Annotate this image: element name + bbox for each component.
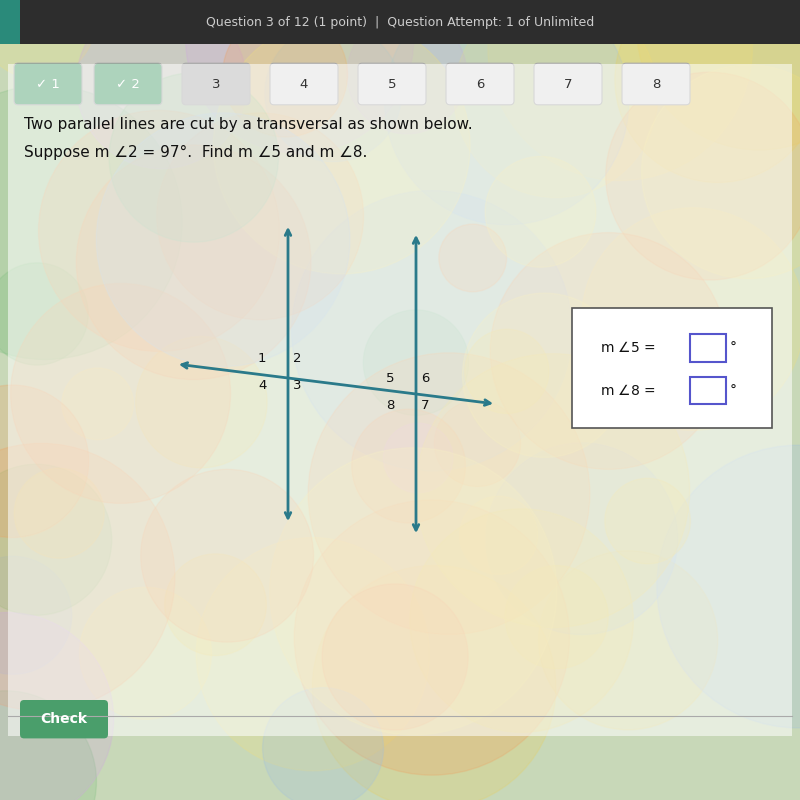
Circle shape	[637, 0, 800, 150]
Circle shape	[0, 443, 175, 711]
FancyBboxPatch shape	[8, 64, 792, 736]
Text: 8: 8	[386, 399, 394, 412]
Circle shape	[294, 500, 570, 775]
FancyBboxPatch shape	[690, 334, 726, 362]
Circle shape	[465, 330, 549, 414]
Circle shape	[0, 86, 182, 359]
Circle shape	[76, 0, 246, 169]
Circle shape	[347, 14, 466, 134]
Circle shape	[136, 337, 267, 468]
Circle shape	[141, 470, 314, 642]
Circle shape	[157, 113, 363, 320]
Circle shape	[383, 423, 453, 493]
Circle shape	[615, 0, 800, 182]
Circle shape	[486, 443, 678, 634]
Circle shape	[488, 0, 752, 181]
Text: 6: 6	[421, 372, 429, 385]
FancyBboxPatch shape	[14, 63, 82, 105]
Circle shape	[292, 190, 572, 470]
Text: m $\angle$5 =: m $\angle$5 =	[600, 341, 658, 355]
Text: Question 3 of 12 (1 point)  |  Question Attempt: 1 of Unlimited: Question 3 of 12 (1 point) | Question At…	[206, 16, 594, 29]
Circle shape	[0, 0, 95, 79]
Circle shape	[462, 293, 626, 458]
Text: 3: 3	[212, 78, 220, 90]
Circle shape	[10, 283, 230, 503]
Circle shape	[505, 566, 608, 669]
Circle shape	[0, 690, 97, 800]
Text: 3: 3	[293, 379, 302, 392]
Circle shape	[363, 310, 469, 415]
Circle shape	[454, 0, 658, 198]
FancyBboxPatch shape	[0, 0, 20, 44]
Circle shape	[416, 354, 690, 627]
Circle shape	[385, 0, 629, 225]
Circle shape	[79, 587, 211, 719]
Text: 7: 7	[564, 78, 572, 90]
Text: 5: 5	[386, 372, 394, 385]
Circle shape	[322, 584, 468, 730]
Text: 8: 8	[652, 78, 660, 90]
Text: °: °	[730, 341, 737, 355]
Circle shape	[308, 353, 590, 634]
Text: m $\angle$8 =: m $\angle$8 =	[600, 383, 658, 398]
Circle shape	[0, 613, 114, 800]
Circle shape	[410, 509, 634, 732]
Circle shape	[0, 464, 112, 615]
Text: 5: 5	[388, 78, 396, 90]
Circle shape	[485, 157, 596, 267]
Circle shape	[186, 0, 414, 154]
Circle shape	[582, 208, 800, 430]
Circle shape	[490, 233, 727, 470]
FancyBboxPatch shape	[572, 308, 772, 428]
Circle shape	[76, 145, 311, 379]
FancyBboxPatch shape	[534, 63, 602, 105]
Circle shape	[0, 556, 72, 674]
Text: ✓ 2: ✓ 2	[116, 78, 140, 90]
FancyBboxPatch shape	[690, 377, 726, 404]
Circle shape	[459, 496, 538, 574]
Circle shape	[38, 110, 279, 351]
Text: 2: 2	[293, 352, 302, 365]
Circle shape	[605, 478, 690, 564]
FancyBboxPatch shape	[182, 63, 250, 105]
Circle shape	[0, 263, 88, 365]
Text: Suppose m ∠2 = 97°.  Find m ∠5 and m ∠8.: Suppose m ∠2 = 97°. Find m ∠5 and m ∠8.	[24, 145, 367, 159]
Text: 7: 7	[421, 399, 430, 412]
FancyBboxPatch shape	[358, 63, 426, 105]
Text: 1: 1	[258, 352, 266, 365]
Text: Check: Check	[41, 712, 87, 726]
Text: 4: 4	[300, 78, 308, 90]
Circle shape	[96, 113, 350, 366]
Circle shape	[62, 368, 134, 440]
Circle shape	[109, 73, 278, 242]
FancyBboxPatch shape	[270, 63, 338, 105]
FancyBboxPatch shape	[94, 63, 162, 105]
Circle shape	[165, 554, 266, 655]
Circle shape	[262, 688, 383, 800]
FancyBboxPatch shape	[622, 63, 690, 105]
Circle shape	[538, 550, 718, 730]
FancyBboxPatch shape	[0, 0, 800, 44]
Circle shape	[14, 468, 104, 558]
Circle shape	[434, 400, 521, 486]
Circle shape	[439, 224, 506, 292]
FancyBboxPatch shape	[20, 700, 108, 738]
Text: 6: 6	[476, 78, 484, 90]
Circle shape	[312, 566, 556, 800]
Circle shape	[196, 538, 430, 771]
Text: °: °	[730, 383, 737, 398]
Text: Two parallel lines are cut by a transversal as shown below.: Two parallel lines are cut by a transver…	[24, 117, 473, 131]
Circle shape	[222, 12, 347, 137]
Text: 4: 4	[258, 379, 266, 392]
Circle shape	[657, 445, 800, 728]
Circle shape	[270, 448, 557, 735]
Circle shape	[214, 17, 470, 274]
FancyBboxPatch shape	[446, 63, 514, 105]
Circle shape	[0, 385, 89, 538]
Circle shape	[642, 65, 800, 278]
Circle shape	[606, 72, 800, 280]
Circle shape	[265, 25, 402, 162]
Text: ✓ 1: ✓ 1	[36, 78, 60, 90]
Circle shape	[352, 409, 466, 523]
